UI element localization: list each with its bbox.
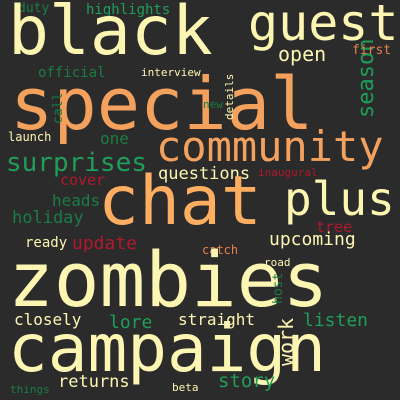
word-zombies: zombies [8,235,329,324]
word-cover: cover [60,171,106,189]
word-launch: launch [8,130,52,144]
word-straight: straight [178,310,256,329]
word-things: things [10,383,50,396]
word-first: first [352,43,392,58]
word-holiday: holiday [12,208,84,228]
word-surprises: surprises [6,148,147,178]
word-one: one [100,129,129,148]
word-questions: questions [158,164,251,184]
word-story: story [218,370,276,392]
word-road: road [264,256,291,269]
word-plus: plus [284,172,395,226]
word-returns: returns [58,372,130,392]
word-official: official [38,65,106,81]
word-special: special [10,62,314,146]
word-upcoming: upcoming [269,229,356,250]
word-inaugural: inaugural [258,166,318,179]
word-campaign: campaign [8,310,326,387]
word-closely: closely [14,310,82,329]
word-details: details [223,73,236,120]
word-host: host [271,272,286,304]
word-lore: lore [109,312,153,333]
word-listen: listen [303,310,369,331]
word-beta: beta [172,381,199,394]
word-duty: duty [18,1,50,16]
word-community: community [156,122,384,171]
word-guest: guest [248,0,399,52]
word-black: black [8,0,213,71]
word-update: update [72,233,138,254]
word-call: call [51,92,66,124]
word-tree: tree [316,218,353,236]
word-ready: ready [25,235,68,251]
word-new: new [203,98,223,111]
word-open: open [278,42,327,66]
word-heads: heads [52,191,101,210]
word-catch: catch [202,243,239,257]
word-interview: interview [141,66,201,79]
word-chat: chat [98,162,262,241]
word-highlights: highlights [86,2,171,18]
